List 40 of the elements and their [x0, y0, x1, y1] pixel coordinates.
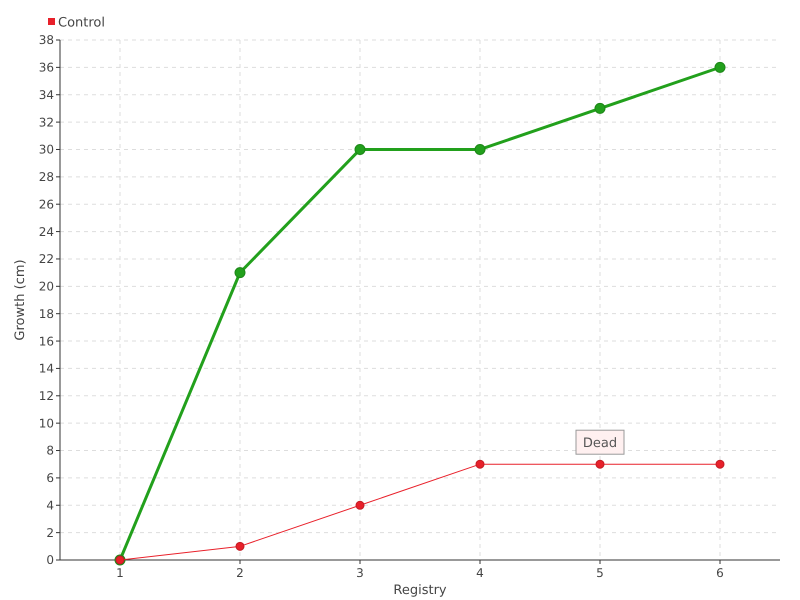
y-tick-label: 0 [46, 553, 54, 568]
point [594, 102, 606, 114]
point [716, 460, 724, 469]
point [476, 460, 484, 469]
y-axis-title: Growth (cm) [13, 259, 28, 341]
y-tick-label: 6 [46, 471, 54, 486]
point [234, 267, 246, 278]
y-tick-label: 20 [38, 280, 54, 294]
y-tick-label: 14 [38, 362, 54, 376]
y-tick-label: 10 [38, 416, 54, 430]
y-tick-label: 34 [38, 88, 54, 102]
x-axis-title: Registry [393, 583, 447, 598]
point [596, 460, 604, 469]
y-tick-label: 38 [38, 33, 54, 48]
y-tick-label: 32 [38, 115, 54, 130]
y-tick-label: 30 [38, 142, 54, 157]
point [714, 62, 726, 73]
x-tick-label: 4 [476, 566, 484, 580]
x-tick-label: 3 [356, 566, 364, 580]
y-tick-label: 2 [46, 526, 54, 540]
y-tick-label: 28 [38, 170, 54, 184]
y-tick-label: 16 [38, 334, 54, 348]
y-tick-label: 26 [38, 197, 54, 212]
y-tick-label: 22 [38, 252, 54, 266]
y-tick-label: 24 [38, 224, 54, 239]
x-tick-label: 1 [116, 566, 124, 580]
point [236, 542, 244, 551]
annotation: Dead [582, 436, 618, 452]
y-tick-label: 8 [46, 444, 54, 458]
x-tick-label: 6 [716, 566, 724, 580]
x-tick-label: 2 [236, 566, 244, 580]
y-tick-label: 18 [38, 306, 54, 321]
y-tick-label: 36 [38, 60, 54, 75]
y-tick-label: 12 [38, 388, 54, 403]
point [354, 144, 366, 155]
point [356, 500, 364, 510]
legend-label: Control [58, 16, 105, 31]
point [474, 144, 486, 155]
y-tick-label: 4 [46, 498, 54, 512]
x-tick-label: 5 [596, 566, 604, 580]
